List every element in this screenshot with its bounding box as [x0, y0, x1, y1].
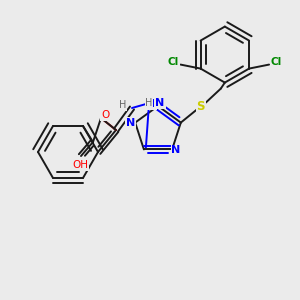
Text: S: S [196, 100, 205, 113]
Text: H: H [119, 100, 127, 110]
Text: H: H [145, 98, 153, 108]
Text: O: O [101, 110, 109, 120]
Text: OH: OH [72, 160, 88, 170]
Text: N: N [125, 118, 135, 128]
Text: Cl: Cl [270, 57, 282, 67]
Text: N: N [172, 146, 181, 155]
Text: Cl: Cl [168, 57, 179, 67]
Text: N: N [155, 98, 165, 108]
Text: N: N [146, 99, 156, 109]
